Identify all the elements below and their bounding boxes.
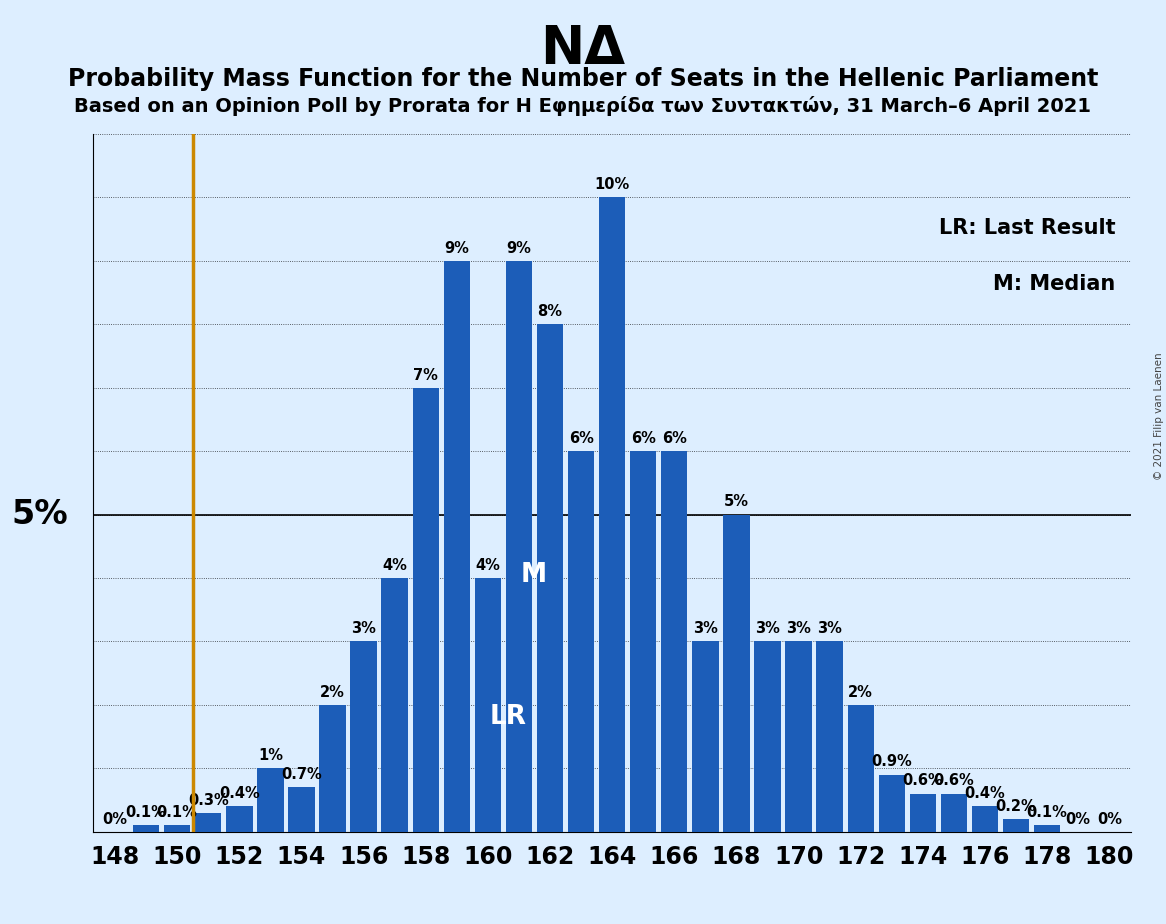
Bar <box>786 641 812 832</box>
Bar <box>909 794 936 832</box>
Text: 7%: 7% <box>413 368 438 383</box>
Bar <box>506 261 532 832</box>
Text: 0.9%: 0.9% <box>871 755 912 770</box>
Text: 0.2%: 0.2% <box>996 799 1037 814</box>
Bar <box>941 794 967 832</box>
Bar <box>599 198 625 832</box>
Text: 3%: 3% <box>756 621 780 637</box>
Text: LR: Last Result: LR: Last Result <box>939 218 1116 237</box>
Text: 0%: 0% <box>1066 811 1090 827</box>
Bar <box>164 825 190 832</box>
Text: 1%: 1% <box>258 748 283 763</box>
Text: LR: LR <box>490 704 526 731</box>
Bar <box>630 451 656 832</box>
Bar <box>754 641 781 832</box>
Text: 3%: 3% <box>786 621 812 637</box>
Text: 5%: 5% <box>724 494 749 509</box>
Bar <box>319 705 346 832</box>
Bar <box>848 705 873 832</box>
Text: 0.4%: 0.4% <box>219 786 260 801</box>
Text: 0.1%: 0.1% <box>1027 805 1068 821</box>
Text: 0.4%: 0.4% <box>964 786 1005 801</box>
Text: 0.6%: 0.6% <box>902 773 943 788</box>
Bar <box>723 515 750 832</box>
Text: 2%: 2% <box>849 685 873 699</box>
Text: 0%: 0% <box>1097 811 1122 827</box>
Bar <box>195 812 222 832</box>
Bar <box>1034 825 1060 832</box>
Bar <box>693 641 718 832</box>
Bar <box>971 807 998 832</box>
Bar <box>568 451 595 832</box>
Text: 8%: 8% <box>538 304 562 319</box>
Text: 4%: 4% <box>476 558 500 573</box>
Bar <box>288 787 315 832</box>
Bar <box>475 578 501 832</box>
Text: Based on an Opinion Poll by Prorata for H Εφημερίδα των Συντακτών, 31 March–6 Ap: Based on an Opinion Poll by Prorata for … <box>75 96 1091 116</box>
Text: 0.1%: 0.1% <box>126 805 167 821</box>
Bar <box>381 578 408 832</box>
Bar <box>816 641 843 832</box>
Text: 0%: 0% <box>103 811 127 827</box>
Bar <box>443 261 470 832</box>
Text: 6%: 6% <box>662 431 687 446</box>
Text: © 2021 Filip van Laenen: © 2021 Filip van Laenen <box>1153 352 1164 480</box>
Text: 9%: 9% <box>506 241 532 256</box>
Text: M: Median: M: Median <box>993 274 1116 294</box>
Text: 0.7%: 0.7% <box>281 767 322 782</box>
Text: 0.1%: 0.1% <box>156 805 197 821</box>
Text: 3%: 3% <box>351 621 375 637</box>
Text: Probability Mass Function for the Number of Seats in the Hellenic Parliament: Probability Mass Function for the Number… <box>68 67 1098 91</box>
Text: 4%: 4% <box>382 558 407 573</box>
Text: 3%: 3% <box>817 621 842 637</box>
Text: 5%: 5% <box>12 498 69 531</box>
Text: 9%: 9% <box>444 241 469 256</box>
Text: M: M <box>520 562 547 588</box>
Bar <box>1003 819 1030 832</box>
Text: 0.3%: 0.3% <box>188 793 229 808</box>
Text: 6%: 6% <box>631 431 655 446</box>
Text: 0.6%: 0.6% <box>934 773 975 788</box>
Bar <box>258 768 283 832</box>
Text: 10%: 10% <box>595 177 630 192</box>
Bar <box>536 324 563 832</box>
Text: 3%: 3% <box>693 621 718 637</box>
Text: NΔ: NΔ <box>540 23 626 75</box>
Text: 6%: 6% <box>569 431 593 446</box>
Bar <box>878 774 905 832</box>
Bar <box>351 641 377 832</box>
Bar <box>661 451 688 832</box>
Bar <box>413 388 438 832</box>
Bar <box>226 807 253 832</box>
Bar <box>133 825 160 832</box>
Text: 2%: 2% <box>321 685 345 699</box>
